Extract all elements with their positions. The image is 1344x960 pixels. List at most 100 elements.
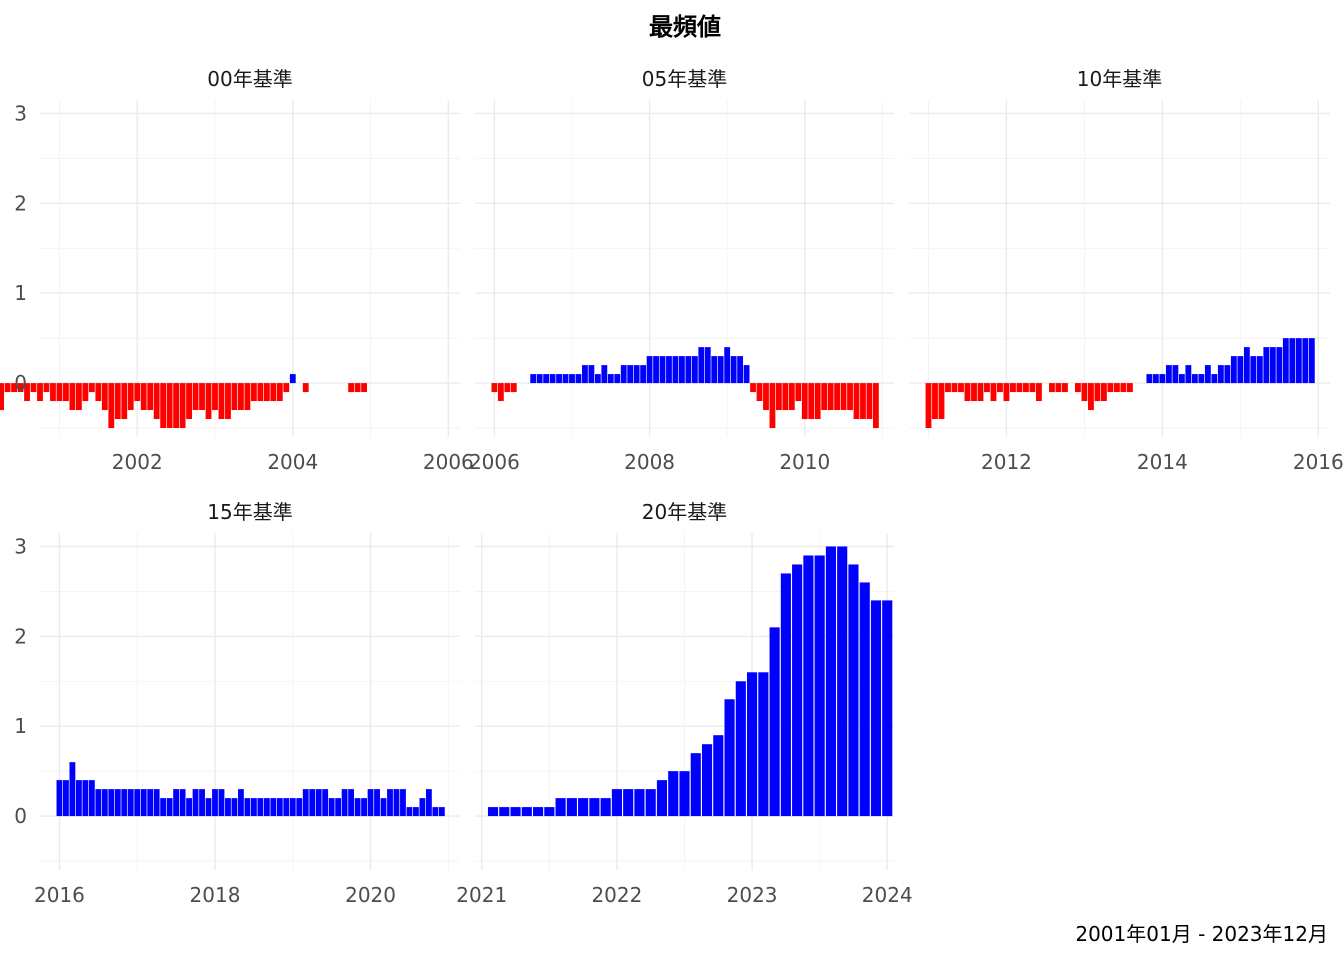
bar: [1185, 365, 1192, 384]
bar: [37, 383, 43, 402]
bar: [1230, 356, 1237, 384]
bar: [95, 383, 102, 402]
bar: [763, 383, 769, 411]
bar: [1120, 383, 1127, 393]
bar: [594, 374, 601, 384]
bar: [296, 798, 303, 817]
bar: [990, 383, 997, 402]
bar: [179, 789, 186, 817]
bar: [925, 383, 932, 429]
bar: [870, 600, 882, 817]
bar: [192, 789, 199, 817]
bar: [108, 383, 115, 429]
bar: [756, 383, 763, 402]
bar: [1224, 365, 1231, 384]
facet-strip-label: 00年基準: [207, 67, 292, 91]
bar: [646, 356, 653, 384]
bar: [1062, 383, 1068, 393]
bar: [1010, 383, 1016, 393]
bar: [668, 771, 679, 817]
y-tick-label: 1: [14, 281, 27, 305]
bar: [600, 798, 611, 817]
bar: [127, 789, 134, 817]
bar: [825, 546, 836, 817]
bar: [859, 582, 870, 817]
bar: [679, 771, 690, 817]
bar: [1191, 374, 1198, 384]
bar: [361, 383, 367, 393]
bar: [17, 383, 24, 393]
bar: [212, 789, 218, 817]
bar: [847, 383, 853, 411]
bar: [121, 789, 128, 817]
bar: [1217, 365, 1224, 384]
bar: [322, 789, 329, 817]
bar: [199, 383, 205, 411]
bar: [562, 374, 569, 384]
bar: [840, 383, 847, 411]
bar: [1003, 383, 1010, 402]
bar: [50, 383, 56, 402]
bar: [354, 798, 361, 817]
y-tick-label: 3: [14, 101, 27, 125]
bar: [270, 798, 277, 817]
bar: [432, 807, 439, 817]
bar: [964, 383, 971, 402]
bar: [160, 798, 167, 817]
bar: [1075, 383, 1081, 393]
bar: [795, 383, 802, 402]
bar: [393, 789, 400, 817]
bar: [623, 789, 634, 817]
bar: [1036, 383, 1042, 402]
bar: [63, 780, 69, 817]
bar: [653, 356, 659, 384]
x-tick-label: 2004: [267, 450, 318, 474]
bar: [348, 383, 355, 393]
bar: [569, 374, 575, 384]
bar: [758, 672, 769, 817]
bar: [730, 356, 737, 384]
bar: [704, 347, 711, 384]
bar: [140, 789, 147, 817]
bar: [938, 383, 945, 420]
bar: [685, 356, 692, 384]
bar: [1126, 383, 1133, 393]
bar: [691, 356, 698, 384]
bar: [1178, 374, 1185, 384]
bar: [788, 383, 795, 411]
facet-panel: 10年基準 2012 2014 2016: [909, 67, 1344, 474]
bar: [88, 780, 95, 817]
bar: [283, 798, 290, 817]
bar: [1049, 383, 1055, 393]
bar: [114, 383, 121, 420]
bar: [487, 807, 499, 817]
bar: [497, 383, 504, 402]
bar: [250, 798, 257, 817]
x-tick-label: 2016: [1293, 450, 1344, 474]
bar: [633, 365, 640, 384]
bar: [997, 383, 1003, 393]
bar: [1302, 338, 1309, 384]
bar: [147, 383, 154, 411]
bar: [971, 383, 977, 402]
chart-title: 最頻値: [649, 13, 721, 41]
facet-panel: 20年基準 2021 2022 2023 2024: [456, 500, 912, 907]
bar: [803, 555, 814, 817]
bar: [406, 807, 413, 817]
bar: [834, 383, 841, 411]
bar: [205, 798, 212, 817]
bar: [82, 780, 89, 817]
bar: [335, 798, 342, 817]
bar: [769, 627, 780, 817]
bar: [1100, 383, 1107, 402]
bar: [1023, 383, 1029, 393]
y-tick-label: 2: [14, 624, 27, 648]
bar: [860, 383, 866, 420]
bar: [69, 383, 76, 411]
facet-strip-label: 05年基準: [642, 67, 727, 91]
bar: [711, 356, 718, 384]
bar: [659, 356, 666, 384]
bar: [140, 383, 147, 411]
chart-caption: 2001年01月 - 2023年12月: [1075, 922, 1328, 946]
bar: [328, 798, 335, 817]
